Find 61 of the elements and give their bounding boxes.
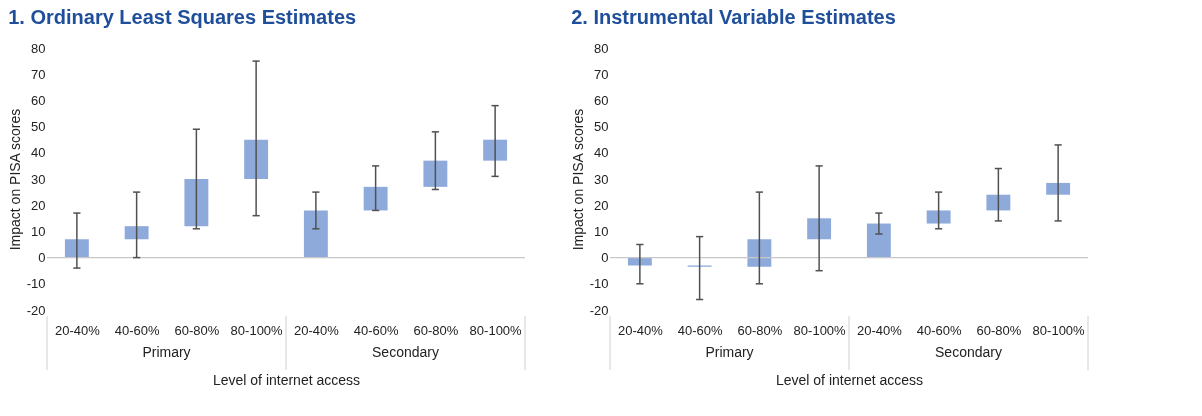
y-tick-label: -10 [589,276,609,292]
bar [866,223,891,258]
x-tick-label: 80-100% [469,322,523,338]
y-tick-label: 80 [594,40,609,56]
text: Secondary [372,344,439,360]
bar [423,160,448,187]
bar [986,194,1011,211]
x-tick-label: 60-80% [174,322,220,338]
bar [747,239,772,267]
y-axis-title: Impact on PISA scores [6,108,23,251]
y-axis-title: Impact on PISA scores [569,108,586,251]
x-tick-label: 60-80% [976,322,1022,338]
y-tick-label: 50 [594,119,609,135]
bar [807,218,832,240]
x-tick-label: 40-60% [677,322,723,338]
x-axis-title: Level of internet access [775,371,924,388]
x-tick-label: 80-100% [230,322,284,338]
x-tick-label: 40-60% [114,322,160,338]
bar [184,179,209,227]
x-axis-title: Level of internet access [212,371,361,388]
y-tick-label: 20 [31,197,46,213]
y-tick-label: -20 [589,302,609,318]
x-tick-label: 40-60% [353,322,399,338]
x-tick-label: 60-80% [413,322,459,338]
bar [124,226,149,240]
y-tick-label: -10 [26,276,46,292]
bar [926,210,951,224]
chart-title: 2. Instrumental Variable Estimates [571,6,896,28]
x-tick-label: 20-40% [617,322,664,338]
x-tick-label: 20-40% [54,322,101,338]
bar [483,139,508,161]
y-tick-label: 80 [31,40,46,56]
text: Secondary [935,344,1002,360]
x-tick-label: 80-100% [1032,322,1086,338]
y-tick-label: 50 [31,119,46,135]
y-tick-label: 10 [594,223,609,239]
y-tick-label: 10 [31,223,46,239]
y-tick-label: 0 [38,250,46,266]
x-tick-label: 20-40% [293,322,340,338]
chart-title: 1. Ordinary Least Squares Estimates [8,6,357,28]
bar [303,210,328,258]
y-tick-label: 60 [594,92,609,108]
bar [244,139,269,179]
bar [1046,182,1071,195]
text: Primary [142,344,191,360]
x-tick-label: 20-40% [856,322,903,338]
y-tick-label: 60 [31,92,46,108]
y-tick-label: 40 [31,145,46,161]
y-tick-label: 30 [594,171,609,187]
y-tick-label: 0 [601,250,609,266]
x-tick-label: 40-60% [916,322,962,338]
y-tick-label: 40 [594,145,609,161]
y-tick-label: 70 [594,66,609,82]
y-tick-label: 30 [31,171,46,187]
y-tick-label: 20 [594,197,609,213]
x-tick-label: 60-80% [737,322,783,338]
bar [363,186,388,211]
y-tick-label: 70 [31,66,46,82]
text: Primary [705,344,754,360]
y-tick-label: -20 [26,302,46,318]
x-tick-label: 80-100% [793,322,847,338]
